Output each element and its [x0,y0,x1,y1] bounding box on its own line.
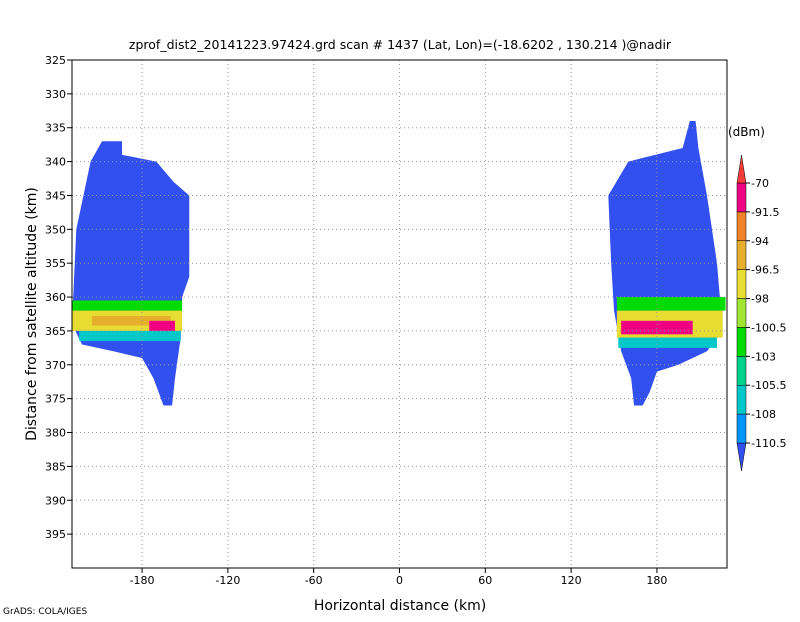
colorbar-label: -103 [751,350,776,363]
x-tick-label: 120 [561,574,582,587]
band [149,320,175,331]
chart-title: zprof_dist2_20141223.97424.grd scan # 14… [129,37,672,52]
colorbar-triangle [736,154,747,184]
y-tick-label: 390 [45,494,66,507]
colorbar-label: -108 [751,408,776,421]
colorbar-label: -105.5 [751,379,786,392]
x-axis-label: Horizontal distance (km) [314,598,486,614]
y-tick-label: 355 [45,257,66,270]
colorbar-label: -100.5 [751,321,786,334]
colorbar-box [736,240,747,270]
colorbar-box [736,182,747,213]
colorbar-box [736,356,747,386]
y-tick-label: 325 [45,54,66,67]
y-tick-label: 345 [45,189,66,202]
colorbar-box [736,327,747,357]
y-tick-label: 330 [45,88,66,101]
colorbar-label: -98 [751,293,769,306]
plot-frame [71,59,728,569]
y-tick-label: 340 [45,156,66,169]
x-tick-label: 60 [478,574,492,587]
colorbar-box [736,413,747,444]
band [79,330,181,342]
y-tick-label: 360 [45,291,66,304]
colorbar-unit: (dBm) [728,125,765,139]
x-tick-label: -60 [305,574,323,587]
y-tick-label: 380 [45,427,66,440]
band [92,316,171,326]
y-tick-label: 365 [45,325,66,338]
colorbar-label: -110.5 [751,437,786,450]
y-tick-label: 385 [45,460,66,473]
colorbar-label: -94 [751,235,769,248]
y-tick-label: 335 [45,122,66,135]
y-tick-label: 370 [45,359,66,372]
footer: GrADS: COLA/IGES [3,607,87,617]
band [621,320,693,335]
x-tick-label: -120 [215,574,240,587]
x-tick-label: 0 [396,574,403,587]
y-tick-label: 375 [45,393,66,406]
x-tick-label: -180 [130,574,155,587]
y-tick-label: 395 [45,528,66,541]
colorbar-box [736,269,747,299]
colorbar-label: -91.5 [751,206,779,219]
y-tick-label: 350 [45,223,66,236]
colorbar-box [736,298,747,328]
colorbar-label: -96.5 [751,264,779,277]
x-tick-label: 180 [646,574,667,587]
colorbar-box [736,211,747,242]
colorbar-label: -70 [751,177,769,190]
y-axis-label: Distance from satellite altitude (km) [24,187,40,441]
band [618,337,717,348]
band [616,297,726,311]
colorbar-box [736,384,747,415]
band [72,300,183,311]
